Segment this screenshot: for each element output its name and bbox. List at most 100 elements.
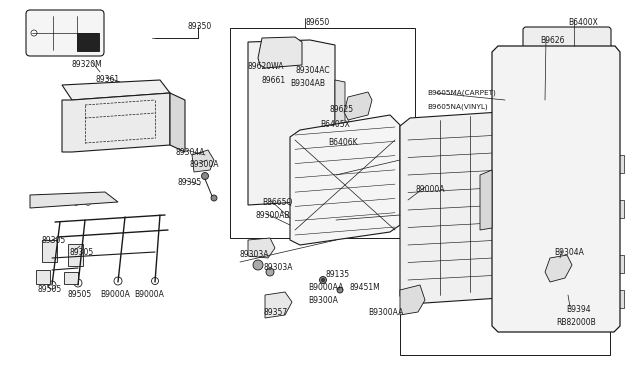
Circle shape <box>533 193 537 197</box>
Circle shape <box>513 193 517 197</box>
Circle shape <box>337 287 343 293</box>
Text: B9000AA: B9000AA <box>308 283 344 292</box>
Bar <box>530 100 548 132</box>
Text: B6406K: B6406K <box>328 138 358 147</box>
Text: B9304A: B9304A <box>554 248 584 257</box>
Bar <box>230 28 415 238</box>
Polygon shape <box>405 208 420 282</box>
Circle shape <box>535 112 543 120</box>
Text: 89357: 89357 <box>264 308 288 317</box>
Text: 89505: 89505 <box>68 290 92 299</box>
Bar <box>612 155 624 173</box>
Circle shape <box>319 276 326 283</box>
Text: 89305: 89305 <box>70 248 94 257</box>
Circle shape <box>86 201 90 205</box>
Circle shape <box>61 195 67 199</box>
Polygon shape <box>290 115 400 245</box>
Circle shape <box>513 173 517 177</box>
Bar <box>68 244 83 266</box>
Polygon shape <box>545 255 572 282</box>
Circle shape <box>513 153 517 157</box>
Text: B9605MA(CARPET): B9605MA(CARPET) <box>427 90 496 96</box>
Circle shape <box>114 277 122 285</box>
Circle shape <box>561 282 566 288</box>
Text: 89135: 89135 <box>325 270 349 279</box>
Polygon shape <box>265 292 292 318</box>
Polygon shape <box>248 40 335 205</box>
Circle shape <box>553 233 557 237</box>
Circle shape <box>555 265 561 271</box>
Polygon shape <box>170 93 185 152</box>
Polygon shape <box>492 46 620 332</box>
Circle shape <box>533 233 537 237</box>
Bar <box>77 33 99 51</box>
Circle shape <box>533 133 537 137</box>
Ellipse shape <box>261 100 319 200</box>
Circle shape <box>593 233 597 237</box>
Text: 89361: 89361 <box>96 75 120 84</box>
Text: 89303A: 89303A <box>263 263 292 272</box>
Text: B8665Q: B8665Q <box>262 198 292 207</box>
Text: B9300AA: B9300AA <box>368 308 403 317</box>
Bar <box>36 270 50 284</box>
Circle shape <box>553 173 557 177</box>
Text: 89304A: 89304A <box>175 148 205 157</box>
Text: 89505: 89505 <box>38 285 62 294</box>
Circle shape <box>406 296 414 304</box>
Circle shape <box>31 30 37 36</box>
Circle shape <box>553 133 557 137</box>
Text: B9304AB: B9304AB <box>290 79 325 88</box>
Polygon shape <box>400 285 425 315</box>
Polygon shape <box>335 80 345 185</box>
Circle shape <box>49 201 54 205</box>
Circle shape <box>152 278 159 285</box>
Bar <box>64 272 78 284</box>
Circle shape <box>38 195 42 199</box>
Text: 89350: 89350 <box>188 22 212 31</box>
Polygon shape <box>480 170 492 230</box>
Circle shape <box>573 173 577 177</box>
Circle shape <box>573 133 577 137</box>
Text: 89395: 89395 <box>178 178 202 187</box>
FancyBboxPatch shape <box>26 10 104 56</box>
Circle shape <box>61 201 67 205</box>
Polygon shape <box>192 150 214 172</box>
Text: 89650: 89650 <box>305 18 329 27</box>
Text: 89305: 89305 <box>42 236 67 245</box>
Polygon shape <box>248 238 275 258</box>
Text: B9626: B9626 <box>540 36 564 45</box>
Circle shape <box>74 201 79 205</box>
Circle shape <box>321 279 324 282</box>
Bar <box>612 200 624 218</box>
Circle shape <box>513 233 517 237</box>
Circle shape <box>513 213 517 217</box>
Circle shape <box>593 213 597 217</box>
Circle shape <box>253 260 263 270</box>
Polygon shape <box>400 112 510 304</box>
Circle shape <box>74 195 79 199</box>
Text: B9605NA(VINYL): B9605NA(VINYL) <box>427 103 488 109</box>
Circle shape <box>38 201 42 205</box>
Bar <box>612 255 624 273</box>
Polygon shape <box>62 80 170 100</box>
Circle shape <box>573 193 577 197</box>
Circle shape <box>593 173 597 177</box>
Circle shape <box>86 195 90 199</box>
Text: B6400X: B6400X <box>568 18 598 27</box>
Circle shape <box>120 118 124 122</box>
Text: B6405X: B6405X <box>320 120 350 129</box>
Circle shape <box>573 233 577 237</box>
Circle shape <box>49 195 54 199</box>
Circle shape <box>48 281 56 289</box>
Polygon shape <box>258 37 302 68</box>
Circle shape <box>513 133 517 137</box>
Text: 89303A: 89303A <box>240 250 269 259</box>
Text: 89300A: 89300A <box>190 160 220 169</box>
Text: B9394: B9394 <box>566 305 591 314</box>
Circle shape <box>202 173 209 180</box>
Circle shape <box>573 153 577 157</box>
Text: 89625: 89625 <box>330 105 354 114</box>
Text: RB82000B: RB82000B <box>556 318 596 327</box>
Text: 89620WA: 89620WA <box>248 62 285 71</box>
Circle shape <box>533 213 537 217</box>
